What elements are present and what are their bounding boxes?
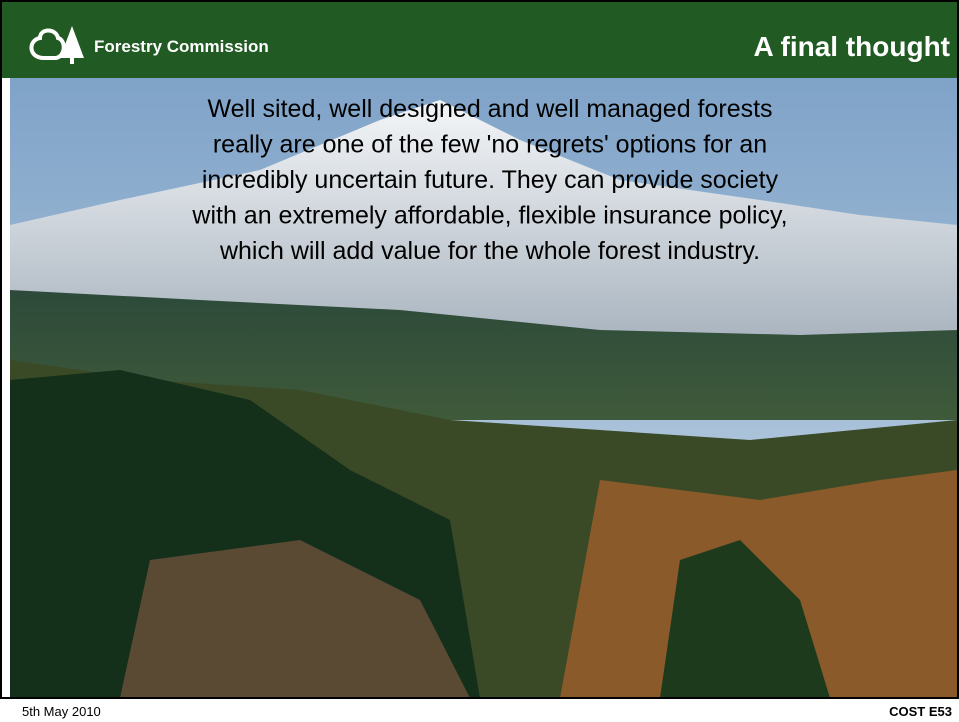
body-line: which will add value for the whole fores… (219, 237, 760, 265)
footer-date: 5th May 2010 (22, 704, 101, 719)
body-line: Well sited, well designed and well manag… (207, 95, 772, 123)
logo-text: Forestry Commission (94, 37, 269, 56)
slide: Forestry Commission A final thought Well… (0, 0, 959, 722)
body-text: Well sited, well designed and well manag… (191, 95, 787, 265)
slide-title: A final thought (754, 31, 950, 62)
body-line: incredibly uncertain future. They can pr… (202, 166, 779, 194)
body-line: really are one of the few 'no regrets' o… (213, 131, 767, 159)
page: Forestry Commission A final thought Well… (0, 0, 959, 722)
footer-code: COST E53 (889, 704, 952, 719)
body-line: with an extremely affordable, flexible i… (191, 202, 787, 230)
